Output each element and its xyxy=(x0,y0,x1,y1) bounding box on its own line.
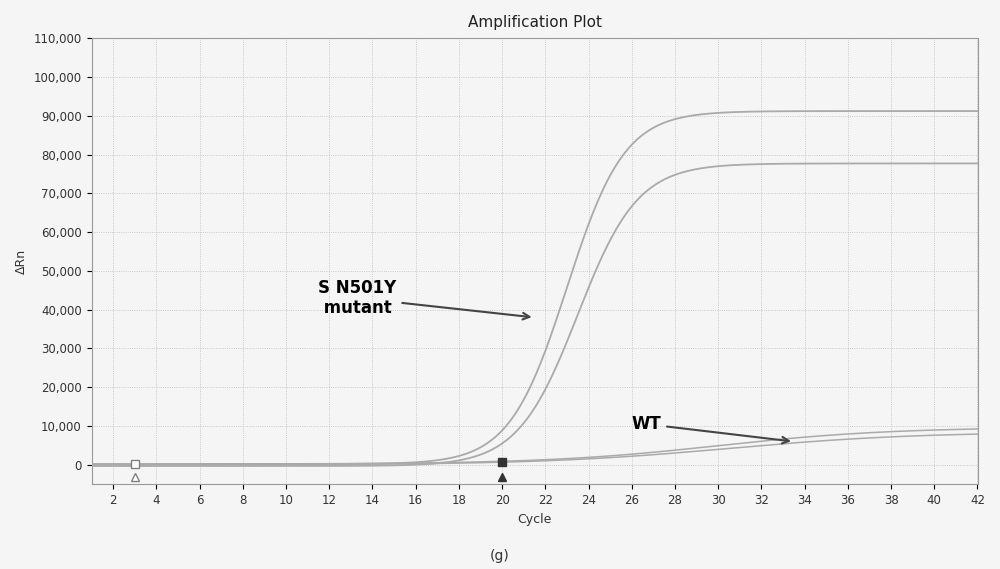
Text: WT: WT xyxy=(632,415,789,443)
X-axis label: Cycle: Cycle xyxy=(517,513,552,526)
Text: S N501Y
 mutant: S N501Y mutant xyxy=(318,279,529,319)
Text: (g): (g) xyxy=(490,549,510,563)
Y-axis label: ΔRn: ΔRn xyxy=(15,249,28,274)
Title: Amplification Plot: Amplification Plot xyxy=(468,15,602,30)
